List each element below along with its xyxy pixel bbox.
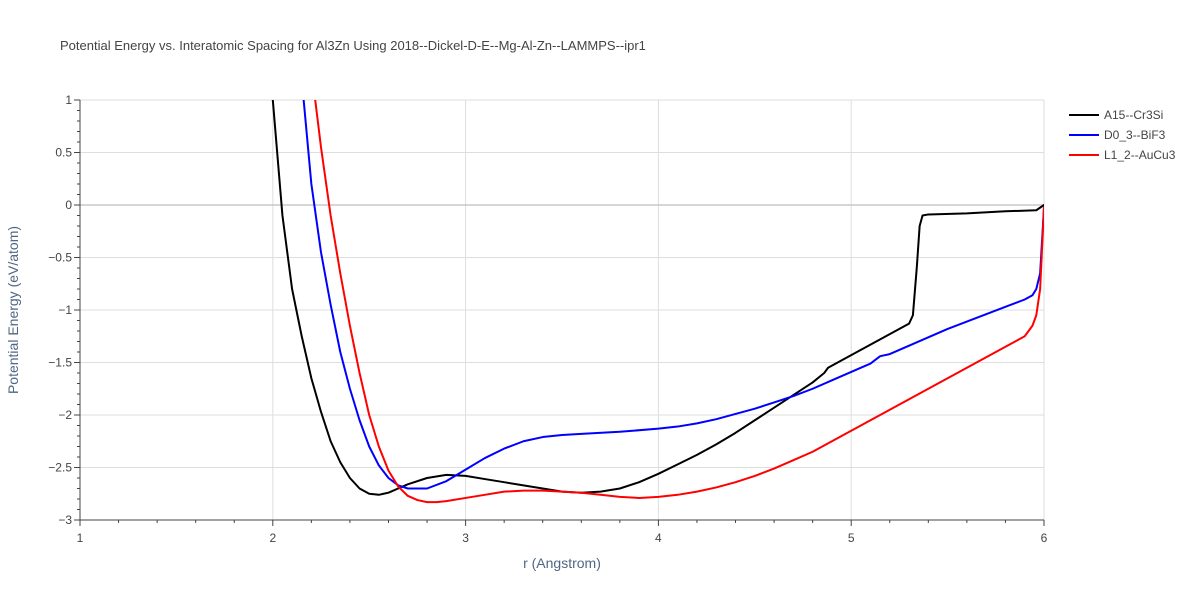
y-tick-label: 0.5 [55, 146, 72, 160]
legend-item-d0-3-bif3[interactable]: D0_3--BiF3 [1069, 128, 1166, 142]
legend-label: D0_3--BiF3 [1104, 128, 1166, 142]
legend-label: A15--Cr3Si [1104, 108, 1163, 122]
y-tick-label: 1 [65, 93, 72, 107]
y-tick-label: −1 [58, 303, 72, 317]
x-axis-title: r (Angstrom) [523, 555, 601, 571]
x-tick-label: 5 [848, 531, 855, 545]
y-tick-label: −0.5 [48, 251, 72, 265]
y-tick-label: −2 [58, 408, 72, 422]
y-axis-title: Potential Energy (eV/atom) [5, 226, 21, 394]
series-line-a15-cr3si [271, 100, 1044, 496]
x-tick-label: 6 [1041, 531, 1048, 545]
y-tick-label: 0 [65, 198, 72, 212]
grid [80, 99, 1045, 520]
series-line-l1-2-aucu3 [314, 100, 1044, 504]
legend-item-l1-2-aucu3[interactable]: L1_2--AuCu3 [1069, 148, 1176, 162]
y-tick-label: −2.5 [48, 461, 72, 475]
axes: 1 2 3 4 5 6 1 0.5 0 −0.5 −1 −1.5 −2 −2.5 −3 [48, 93, 1047, 545]
x-tick-label: 2 [269, 531, 276, 545]
y-tick-label: −1.5 [48, 356, 72, 370]
x-tick-label: 1 [77, 531, 84, 545]
legend-label: L1_2--AuCu3 [1104, 148, 1176, 162]
series-lines [271, 100, 1044, 504]
series-line-d0-3-bif3 [302, 100, 1044, 490]
legend-item-a15-cr3si[interactable]: A15--Cr3Si [1069, 108, 1163, 122]
x-tick-label: 4 [655, 531, 662, 545]
legend[interactable]: A15--Cr3Si D0_3--BiF3 L1_2--AuCu3 [1069, 108, 1176, 162]
y-tick-label: −3 [58, 513, 72, 527]
x-tick-label: 3 [462, 531, 469, 545]
chart-title: Potential Energy vs. Interatomic Spacing… [60, 38, 646, 53]
